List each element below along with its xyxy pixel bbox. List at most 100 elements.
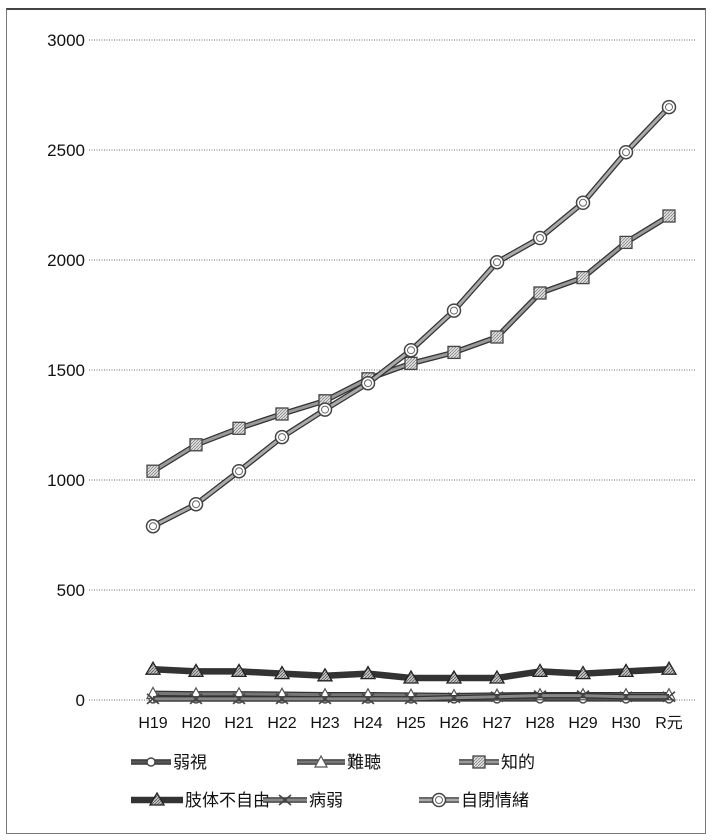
data-point <box>618 144 634 160</box>
data-point <box>187 663 205 678</box>
x-tick-label: H22 <box>267 715 296 732</box>
legend-item-1: 難聴 <box>297 753 381 773</box>
y-tick-label: 2000 <box>47 251 85 270</box>
legend-label: 自閉情緒 <box>461 791 529 811</box>
legend-item-4: 病弱 <box>263 791 343 811</box>
series-lines <box>144 99 678 705</box>
legend-marker <box>278 794 292 806</box>
data-point <box>490 330 504 344</box>
data-point <box>361 693 375 705</box>
legend-label: 弱視 <box>173 753 207 773</box>
y-tick-label: 3000 <box>47 31 85 50</box>
data-point <box>403 342 419 358</box>
legend-marker <box>146 757 156 767</box>
y-tick-label: 500 <box>57 581 85 600</box>
x-tick-label: H19 <box>138 715 167 732</box>
legend-marker <box>313 754 329 768</box>
data-point <box>359 665 377 680</box>
y-axis-ticks: 0 500 1000 1500 2000 2500 3000 <box>47 31 85 710</box>
data-point <box>232 421 246 435</box>
data-point <box>660 660 678 675</box>
x-axis-ticks: H19 H20 H21 H22 H23 H24 H25 H26 H27 H28 H29 H30 R元 <box>138 715 682 732</box>
legend-marker <box>431 792 447 808</box>
data-point <box>617 663 635 678</box>
x-tick-label: H26 <box>439 715 468 732</box>
data-point <box>532 230 548 246</box>
data-point <box>575 195 591 211</box>
legend-marker <box>472 755 486 769</box>
data-point <box>447 692 461 704</box>
series-line-outline <box>151 105 671 529</box>
data-point <box>232 693 246 705</box>
data-point <box>275 407 289 421</box>
data-point <box>662 691 676 703</box>
data-point <box>189 438 203 452</box>
series-2 <box>146 209 676 478</box>
data-point <box>188 496 204 512</box>
data-point <box>145 518 161 534</box>
data-point <box>144 660 162 675</box>
series-4 <box>146 689 676 705</box>
x-tick-label: H21 <box>224 715 253 732</box>
data-point <box>404 693 418 705</box>
x-tick-label: H28 <box>525 715 554 732</box>
series-3 <box>144 660 678 684</box>
data-point <box>533 689 547 702</box>
data-point <box>576 270 590 285</box>
legend-item-3: 肢体不自由 <box>131 791 270 811</box>
x-tick-label: H24 <box>353 715 382 732</box>
y-tick-label: 1500 <box>47 361 85 380</box>
data-point <box>619 235 633 250</box>
legend-item-5: 自閉情緒 <box>419 791 529 811</box>
data-point <box>662 209 676 223</box>
data-point <box>231 463 247 479</box>
x-tick-label: R元 <box>655 715 683 732</box>
y-tick-label: 0 <box>76 691 85 710</box>
x-tick-label: H23 <box>310 715 339 732</box>
data-point <box>533 286 547 300</box>
legend-marker <box>148 791 166 806</box>
data-point <box>576 689 590 702</box>
data-point <box>146 693 160 705</box>
data-point <box>360 375 376 391</box>
legend-label: 肢体不自由 <box>185 791 270 811</box>
data-point <box>317 402 333 417</box>
data-point <box>402 669 420 684</box>
data-point <box>447 345 461 360</box>
legend-label: 病弱 <box>309 791 343 811</box>
x-tick-label: H27 <box>482 715 511 732</box>
data-point <box>318 693 332 705</box>
data-point <box>274 429 290 445</box>
x-tick-label: H29 <box>568 715 597 732</box>
data-point <box>489 254 505 270</box>
data-point <box>230 663 248 678</box>
legend-label: 知的 <box>501 753 535 773</box>
data-point <box>404 356 418 371</box>
x-tick-label: H20 <box>181 715 210 732</box>
data-point <box>531 663 549 678</box>
y-tick-label: 1000 <box>47 471 85 490</box>
data-point <box>574 665 592 680</box>
x-tick-label: H30 <box>611 715 640 732</box>
data-point <box>661 99 677 115</box>
x-tick-label: H25 <box>396 715 425 732</box>
data-point <box>146 464 160 478</box>
y-tick-label: 2500 <box>47 141 85 160</box>
series-5 <box>145 99 677 534</box>
series-line <box>152 106 671 528</box>
data-point <box>316 667 334 682</box>
line-chart: 0 500 1000 1500 2000 2500 3000 H19 H20 H21 H22 H23… <box>47 31 695 811</box>
data-point <box>488 669 506 684</box>
gridlines <box>89 39 695 701</box>
legend-item-0: 弱視 <box>131 753 207 773</box>
data-point <box>490 691 504 703</box>
data-point <box>275 693 289 705</box>
data-point <box>445 669 463 684</box>
data-point <box>446 303 462 318</box>
data-point <box>273 665 291 680</box>
chart-frame: 0 500 1000 1500 2000 2500 3000 H19 H20 H21 H22 H23… <box>6 8 706 834</box>
legend-label: 難聴 <box>347 753 381 773</box>
data-point <box>619 691 633 703</box>
data-point <box>189 693 203 705</box>
